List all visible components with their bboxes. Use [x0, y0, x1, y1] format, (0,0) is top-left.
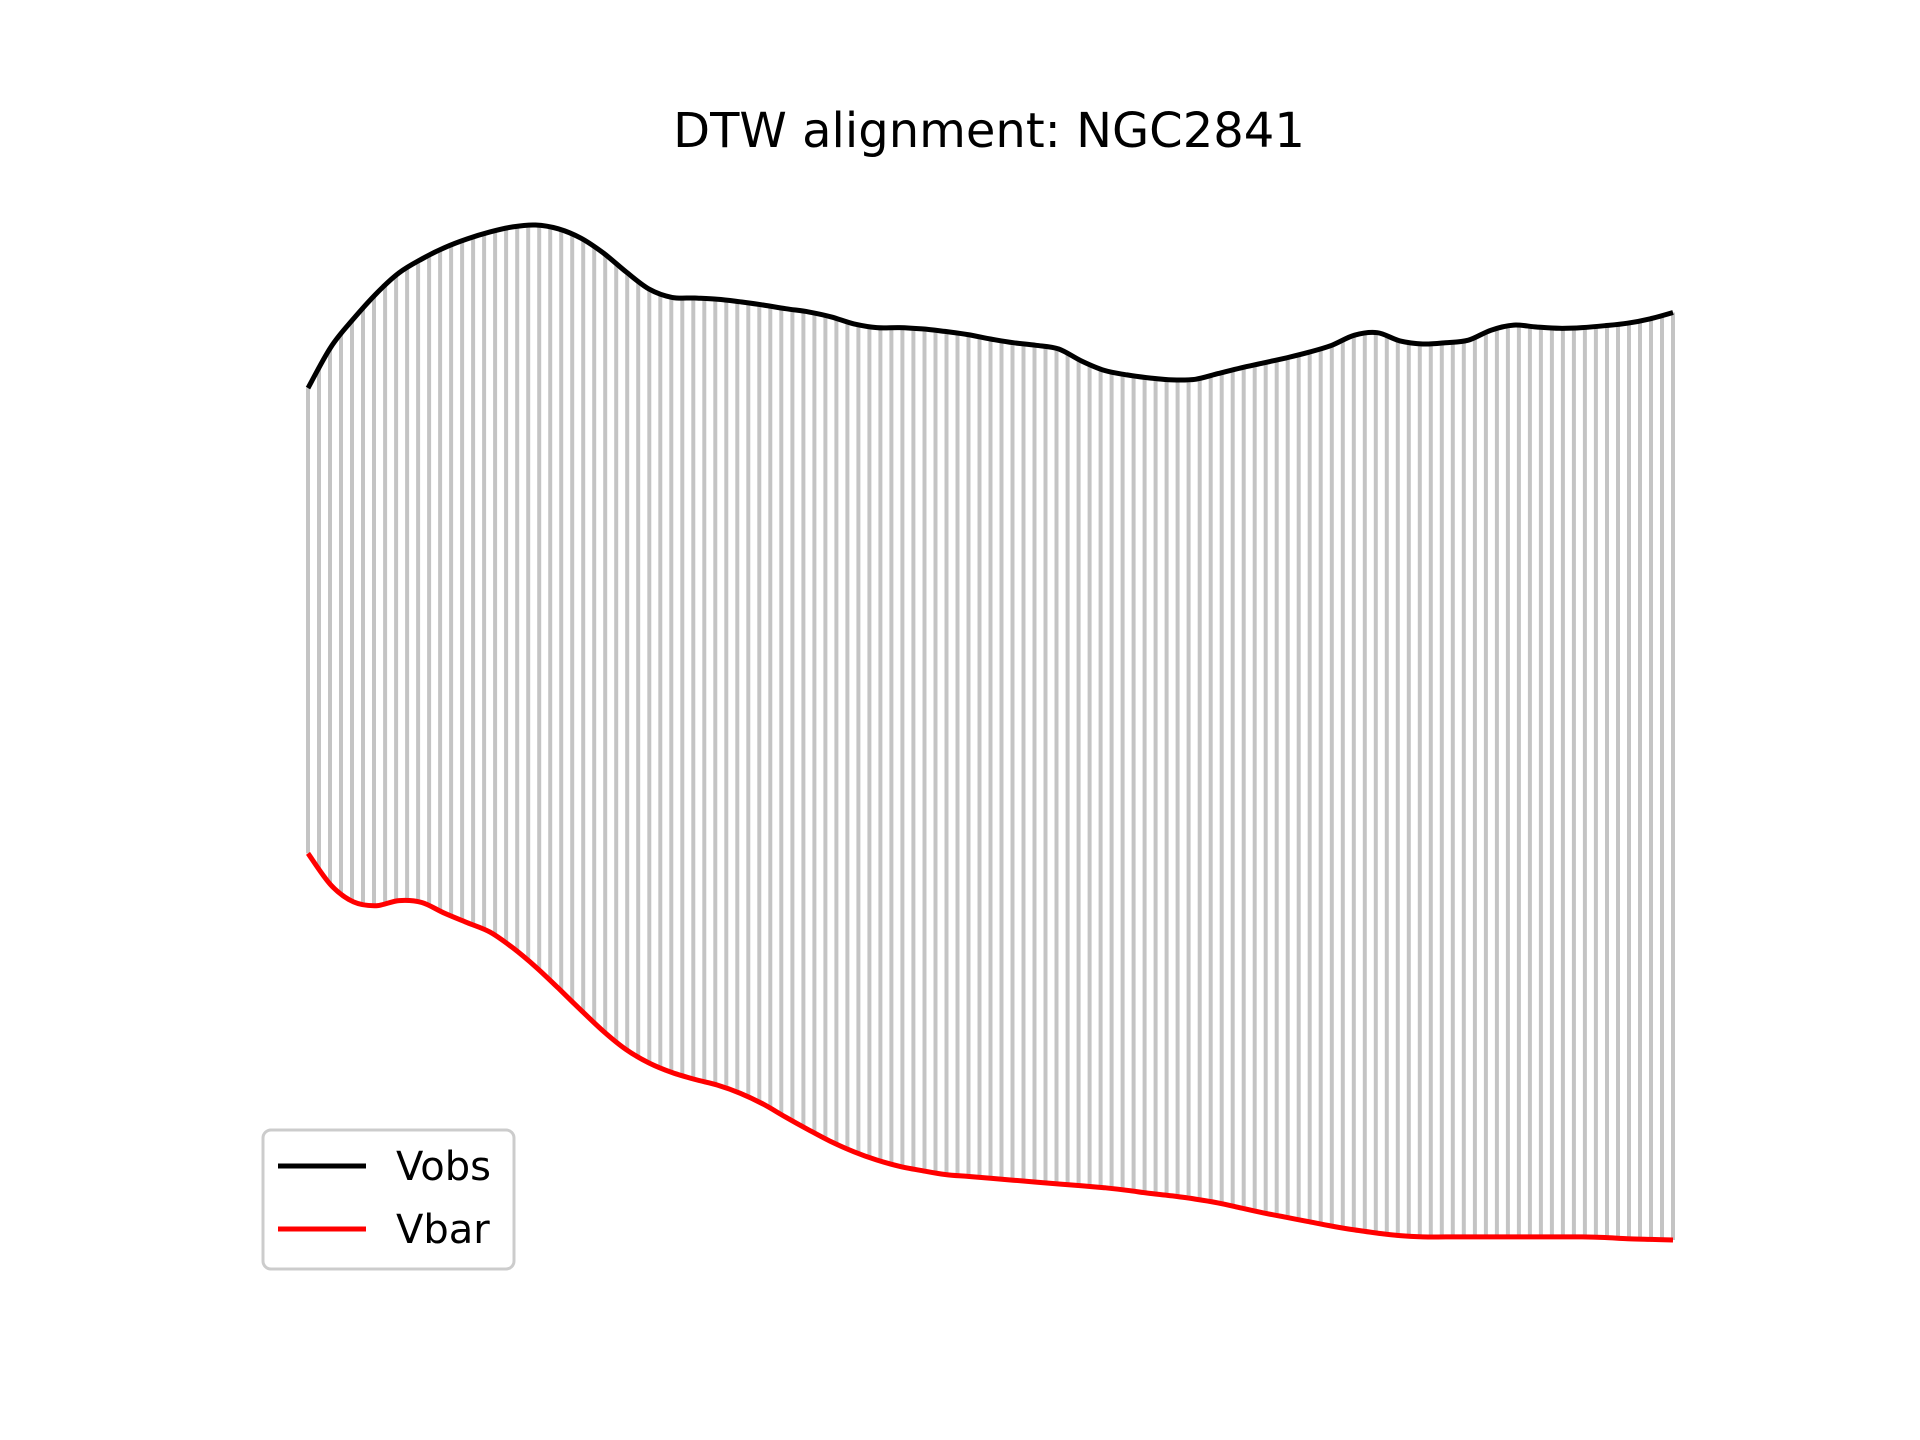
series-line-vbar	[305, 851, 1674, 1243]
legend-label-vbar: Vbar	[396, 1207, 490, 1253]
series-lines	[305, 222, 1674, 1243]
chart-title: DTW alignment: NGC2841	[673, 103, 1305, 159]
series-line-vobs	[305, 222, 1674, 390]
legend-label-vobs: Vobs	[396, 1144, 491, 1190]
legend: Vobs Vbar	[261, 1128, 516, 1271]
alignment-connectors	[306, 225, 1675, 1240]
